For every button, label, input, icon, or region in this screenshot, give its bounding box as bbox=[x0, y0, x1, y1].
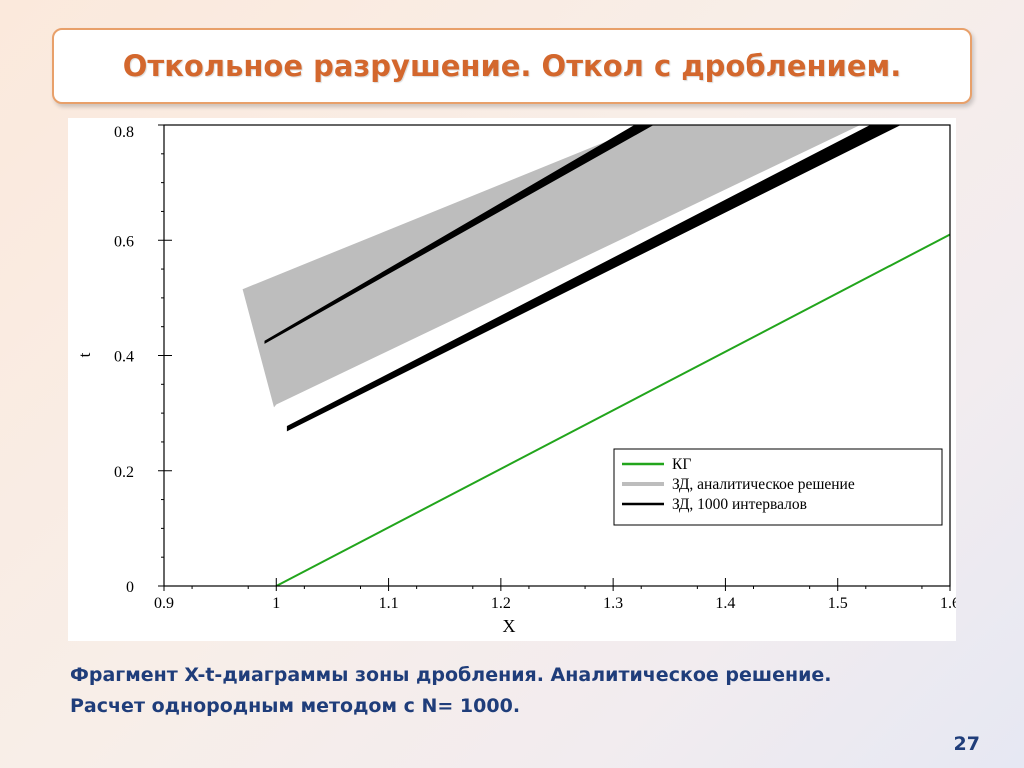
series-line-kg bbox=[275, 233, 950, 586]
legend-entry: ЗД, 1000 интервалов bbox=[672, 496, 807, 513]
slide-caption: Фрагмент X-t-диаграммы зоны дробления. А… bbox=[70, 660, 970, 722]
x-tick-label: 0.9 bbox=[154, 595, 174, 612]
series-band-1000-intervals-1 bbox=[264, 125, 654, 344]
series-band-1000-intervals-2 bbox=[286, 125, 900, 432]
y-tick-label: 0 bbox=[126, 579, 134, 596]
y-tick-label: 0.8 bbox=[114, 124, 134, 141]
legend-box bbox=[613, 448, 943, 526]
y-tick-label: 0.2 bbox=[114, 464, 134, 481]
x-tick-label: 1.2 bbox=[491, 595, 511, 612]
y-tick-label: 0.4 bbox=[114, 349, 134, 366]
x-tick-label: 1.5 bbox=[828, 595, 848, 612]
title-box: Откольное разрушение. Откол с дроблением… bbox=[52, 28, 972, 104]
y-tick-label: 0.6 bbox=[114, 233, 134, 250]
legend-entry: ЗД, аналитическое решение bbox=[672, 476, 855, 493]
legend-entry: КГ bbox=[672, 456, 691, 473]
x-tick-label: 1.4 bbox=[715, 595, 735, 612]
xt-diagram-chart: 0.9 1 1.1 1.2 1.3 1.4 1.5 1.6 0 0.2 0.4 0.6 0.8 Xt КГ З… bbox=[75, 124, 956, 636]
y-axis-label: t bbox=[75, 352, 94, 357]
caption-line-1: Фрагмент X-t-диаграммы зоны дробления. А… bbox=[70, 664, 832, 686]
x-axis-label: X bbox=[503, 616, 516, 636]
slide-title: Откольное разрушение. Откол с дроблением… bbox=[122, 49, 902, 83]
series-band-analytic bbox=[242, 125, 861, 408]
x-tick-label: 1.1 bbox=[379, 595, 399, 612]
page-number: 27 bbox=[953, 733, 980, 755]
x-tick-label: 1.3 bbox=[603, 595, 623, 612]
caption-line-2: Расчет однородным методом с N= 1000. bbox=[70, 695, 521, 717]
x-tick-label: 1.6 bbox=[940, 595, 956, 612]
x-tick-label: 1 bbox=[272, 595, 280, 612]
